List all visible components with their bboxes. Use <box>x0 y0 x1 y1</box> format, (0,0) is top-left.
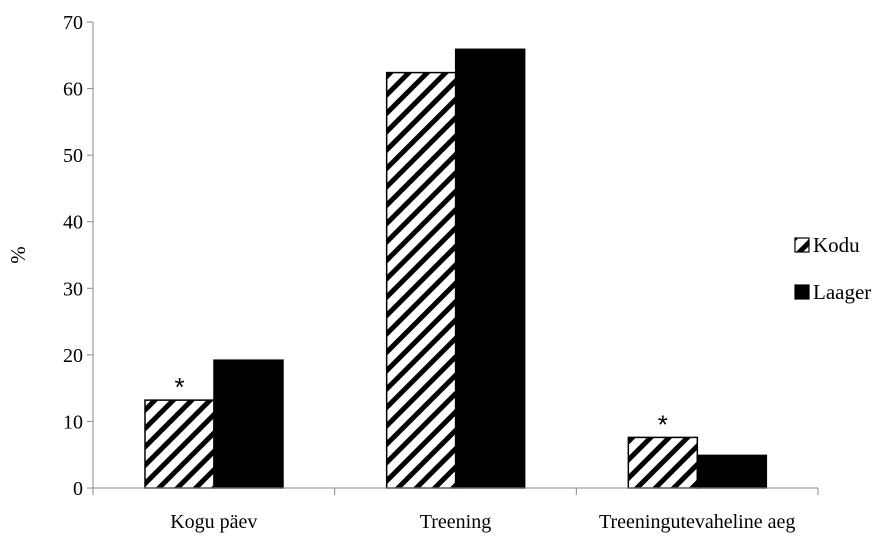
y-tick-label: 50 <box>63 145 83 167</box>
y-tick-label: 60 <box>63 79 83 101</box>
x-category-label: Treening <box>420 511 491 533</box>
x-category-label: Kogu päev <box>170 511 257 533</box>
plot-area: * * 0 10 20 30 40 50 60 70 Kogu päev Treening Treeni… <box>63 12 871 533</box>
significance-marker: * <box>174 372 184 402</box>
y-tick-label: 40 <box>63 212 83 234</box>
y-axis-label: % <box>6 246 30 264</box>
bar-laager-0 <box>213 359 284 489</box>
y-tick-label: 30 <box>63 278 83 300</box>
y-tick-label: 10 <box>63 411 83 433</box>
bar-kodu-2 <box>627 436 699 489</box>
y-tick-label: 0 <box>73 478 83 500</box>
bar-kodu-1 <box>385 71 457 489</box>
legend-label-kodu: Kodu <box>813 233 860 257</box>
legend-swatch-kodu <box>794 237 810 253</box>
legend-label-laager: Laager <box>813 280 871 304</box>
y-tick-label: 70 <box>63 12 83 34</box>
y-tick-label: 20 <box>63 345 83 367</box>
bar-laager-2 <box>696 454 768 489</box>
bar-kodu-0 <box>144 399 215 489</box>
legend-swatch-laager <box>794 284 810 300</box>
significance-marker: * <box>658 409 668 439</box>
x-category-label: Treeningutevaheline aeg <box>599 511 795 533</box>
bar-laager-1 <box>454 48 526 489</box>
